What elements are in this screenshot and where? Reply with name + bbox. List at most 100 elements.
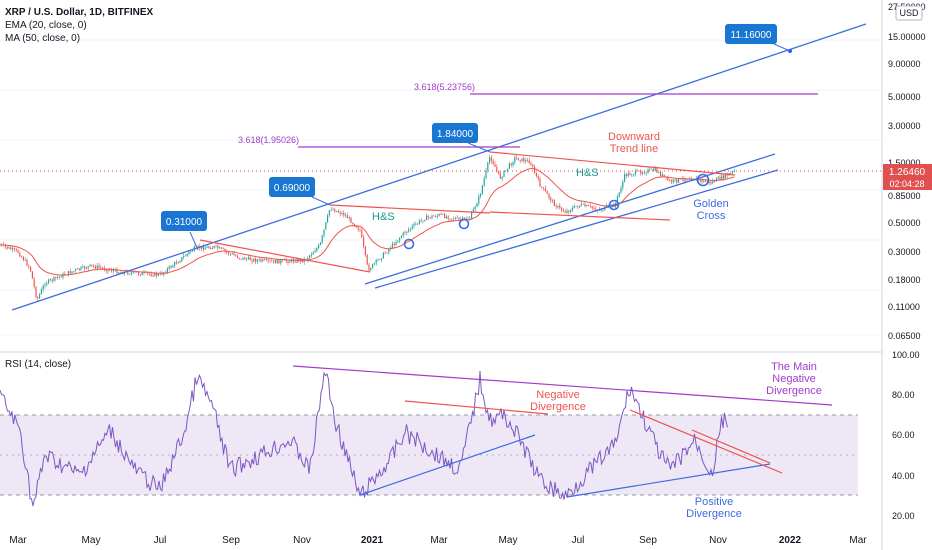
candle-body xyxy=(170,266,172,268)
callout-031-text: 0.31000 xyxy=(166,217,203,228)
symbol-title[interactable]: XRP / U.S. Dollar, 1D, BITFINEX xyxy=(5,7,154,18)
candle-body xyxy=(213,246,215,248)
candle-body xyxy=(624,174,626,182)
candle-body xyxy=(685,179,687,182)
candle-body xyxy=(33,278,35,287)
candle-body xyxy=(582,203,584,205)
candle-body xyxy=(732,171,734,173)
candle-body xyxy=(37,297,39,299)
candle-body xyxy=(629,173,631,176)
candle-body xyxy=(458,217,460,220)
candle-body xyxy=(323,229,325,236)
price-axis[interactable]: 27.5000015.000009.000005.000003.000001.5… xyxy=(881,0,926,550)
candle-body xyxy=(602,210,604,211)
candle-body xyxy=(426,215,428,221)
candle-body xyxy=(562,210,564,212)
candle-body xyxy=(417,223,419,225)
candle-body xyxy=(361,229,363,238)
candle-body xyxy=(669,180,671,181)
candle-body xyxy=(127,271,129,275)
candle-body xyxy=(39,294,41,299)
candle-body xyxy=(116,269,118,274)
candle-body xyxy=(366,255,368,265)
rsi-tick-label: 40.00 xyxy=(892,471,915,481)
candle-body xyxy=(690,179,692,181)
time-tick-label: May xyxy=(499,535,518,546)
time-tick-label: Nov xyxy=(709,535,727,546)
candle-body xyxy=(325,222,327,230)
candle-body xyxy=(503,170,505,177)
last-price-value: 1.26460 xyxy=(889,167,926,178)
time-tick-label: Mar xyxy=(9,535,27,546)
countdown-value: 02:04:28 xyxy=(889,179,924,189)
candle-body xyxy=(469,218,471,220)
candle-body xyxy=(498,170,500,174)
candle-body xyxy=(719,177,721,180)
candle-body xyxy=(577,206,579,208)
candle-body xyxy=(555,206,557,208)
candle-body xyxy=(246,258,248,260)
candle-body xyxy=(534,167,536,173)
rsi-line xyxy=(0,370,728,507)
rsi-series xyxy=(0,370,728,507)
candle-body xyxy=(253,258,255,262)
candle-body xyxy=(210,247,212,250)
candle-body xyxy=(51,279,53,281)
candle-body xyxy=(204,247,206,250)
candle-body xyxy=(559,205,561,208)
candle-body xyxy=(159,273,161,275)
candle-body xyxy=(337,211,339,213)
ma-legend[interactable]: MA (50, close, 0) xyxy=(5,33,81,44)
candle-body xyxy=(147,272,149,274)
candle-body xyxy=(661,174,663,177)
callout-1116-text: 11.16000 xyxy=(731,30,772,41)
candle-body xyxy=(82,266,84,268)
hs1-neck-top xyxy=(329,204,491,214)
candle-body xyxy=(30,266,32,272)
candle-body xyxy=(699,179,701,181)
time-axis[interactable]: Mar May Jul Sep Nov 2021 Mar May Jul Sep Nov 2022 Ma… xyxy=(9,535,867,546)
candle-body xyxy=(454,218,456,220)
negative-divergence-label: Negative Divergence xyxy=(530,389,586,413)
rsi-legend[interactable]: RSI (14, close) xyxy=(5,359,72,370)
candle-body xyxy=(15,249,17,251)
candle-body xyxy=(332,209,334,211)
candle-body xyxy=(228,252,230,254)
time-tick-label: Jul xyxy=(154,535,167,546)
candle-body xyxy=(327,215,329,223)
rsi-trend-lines xyxy=(292,365,833,498)
cross-marker-1 xyxy=(403,238,415,250)
candle-body xyxy=(528,160,530,164)
candle-body xyxy=(382,252,384,259)
currency-box[interactable]: USD xyxy=(895,5,923,21)
callout-031: 0.31000 xyxy=(161,211,207,231)
candle-body xyxy=(202,246,204,250)
candle-body xyxy=(233,253,235,256)
candle-body xyxy=(120,272,122,273)
hs-label-1: H&S xyxy=(372,211,395,223)
candle-body xyxy=(345,215,347,216)
candle-body xyxy=(148,273,150,275)
price-tick-label: 3.00000 xyxy=(888,121,921,131)
candle-body xyxy=(348,217,350,219)
candle-body xyxy=(105,269,107,272)
candle-body xyxy=(627,173,629,176)
price-tick-label: 9.00000 xyxy=(888,59,921,69)
candle-body xyxy=(634,170,636,175)
candle-body xyxy=(570,210,572,212)
candle-body xyxy=(431,215,433,218)
candle-body xyxy=(139,274,141,276)
price-series xyxy=(0,154,735,301)
candle-body xyxy=(307,258,309,261)
ema-legend[interactable]: EMA (20, close, 0) xyxy=(5,20,87,31)
candle-body xyxy=(492,160,494,165)
candle-body xyxy=(424,220,426,222)
candle-body xyxy=(420,220,422,222)
candle-body xyxy=(499,173,501,179)
candle-body xyxy=(280,260,282,264)
candle-body xyxy=(60,276,62,278)
fib-label-1: 3.618(1.95026) xyxy=(238,135,299,145)
candle-body xyxy=(530,163,532,166)
candle-body xyxy=(154,272,156,277)
